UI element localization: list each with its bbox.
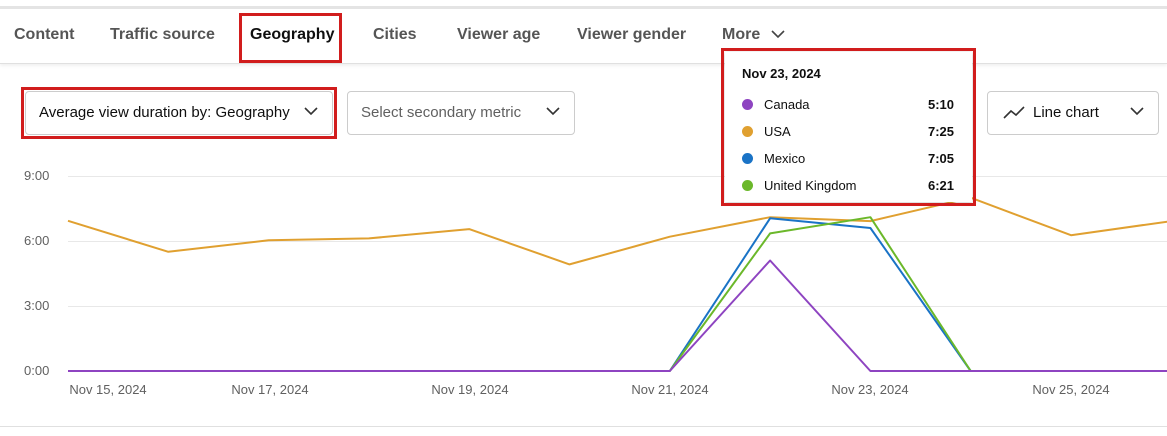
- series-dot: [742, 153, 753, 164]
- tooltip-series-value: 7:25: [927, 124, 954, 139]
- series-line-canada: [68, 259, 1167, 372]
- tooltip-date: Nov 23, 2024: [742, 66, 821, 81]
- tooltip-row: Mexico 7:05: [742, 150, 954, 168]
- chart-tooltip: Nov 23, 2024 Canada 5:10 USA 7:25 Mexico…: [725, 52, 972, 202]
- chevron-down-icon: [1130, 107, 1144, 116]
- y-tick-label: 3:00: [24, 298, 50, 313]
- x-tick-label: Nov 15, 2024: [69, 382, 147, 397]
- gridline-3: [68, 306, 1167, 307]
- x-tick-label: Nov 23, 2024: [831, 382, 909, 397]
- tab-more[interactable]: More: [722, 9, 785, 61]
- y-tick-label: 9:00: [24, 168, 50, 183]
- tab-bar: Content Traffic source Geography Cities …: [0, 9, 1167, 64]
- chevron-down-icon: [771, 30, 785, 39]
- y-tick-label: 6:00: [24, 233, 50, 248]
- tooltip-series-name: United Kingdom: [764, 178, 857, 193]
- top-divider: [0, 6, 1167, 9]
- y-tick-label: 0:00: [24, 363, 50, 378]
- tooltip-series-value: 6:21: [927, 178, 954, 193]
- x-tick-label: Nov 17, 2024: [231, 382, 309, 397]
- bottom-divider: [0, 426, 1167, 427]
- chart-type-label: Line chart: [1033, 104, 1099, 121]
- secondary-metric-placeholder: Select secondary metric: [361, 104, 522, 121]
- tooltip-series-name: Canada: [764, 97, 810, 112]
- series-line-usa: [67, 196, 1167, 266]
- gridline-9: [68, 176, 1167, 177]
- tab-geography[interactable]: Geography: [250, 26, 335, 43]
- gridline-6: [68, 241, 1167, 242]
- tooltip-row: USA 7:25: [742, 123, 954, 141]
- x-tick-label: Nov 21, 2024: [631, 382, 709, 397]
- tab-content[interactable]: Content: [14, 26, 75, 43]
- tab-cities[interactable]: Cities: [373, 26, 417, 43]
- tooltip-row: United Kingdom 6:21: [742, 177, 954, 195]
- series-line-mexico: [68, 217, 1167, 372]
- chart-type-dropdown[interactable]: Line chart: [987, 91, 1159, 135]
- tooltip-row: Canada 5:10: [742, 96, 954, 114]
- tab-traffic-source[interactable]: Traffic source: [110, 26, 215, 43]
- tab-viewer-age[interactable]: Viewer age: [457, 26, 541, 43]
- series-dot: [742, 99, 753, 110]
- primary-metric-dropdown[interactable]: Average view duration by: Geography: [25, 91, 333, 135]
- series-dot: [742, 126, 753, 137]
- series-line-united-kingdom: [68, 216, 1167, 372]
- chevron-down-icon: [304, 107, 318, 116]
- series-dot: [742, 180, 753, 191]
- line-chart-icon: [1003, 106, 1025, 119]
- tooltip-series-name: Mexico: [764, 151, 806, 166]
- tooltip-series-value: 7:05: [927, 151, 954, 166]
- tab-viewer-gender[interactable]: Viewer gender: [577, 26, 687, 43]
- x-tick-label: Nov 19, 2024: [431, 382, 509, 397]
- tooltip-series-value: 5:10: [927, 97, 954, 112]
- chevron-down-icon: [546, 107, 560, 116]
- series-layer: [67, 196, 1167, 372]
- tab-more-label: More: [722, 26, 761, 43]
- x-tick-label: Nov 25, 2024: [1032, 382, 1110, 397]
- secondary-metric-dropdown[interactable]: Select secondary metric: [347, 91, 575, 135]
- tooltip-series-name: USA: [764, 124, 791, 139]
- primary-metric-label: Average view duration by: Geography: [39, 104, 290, 121]
